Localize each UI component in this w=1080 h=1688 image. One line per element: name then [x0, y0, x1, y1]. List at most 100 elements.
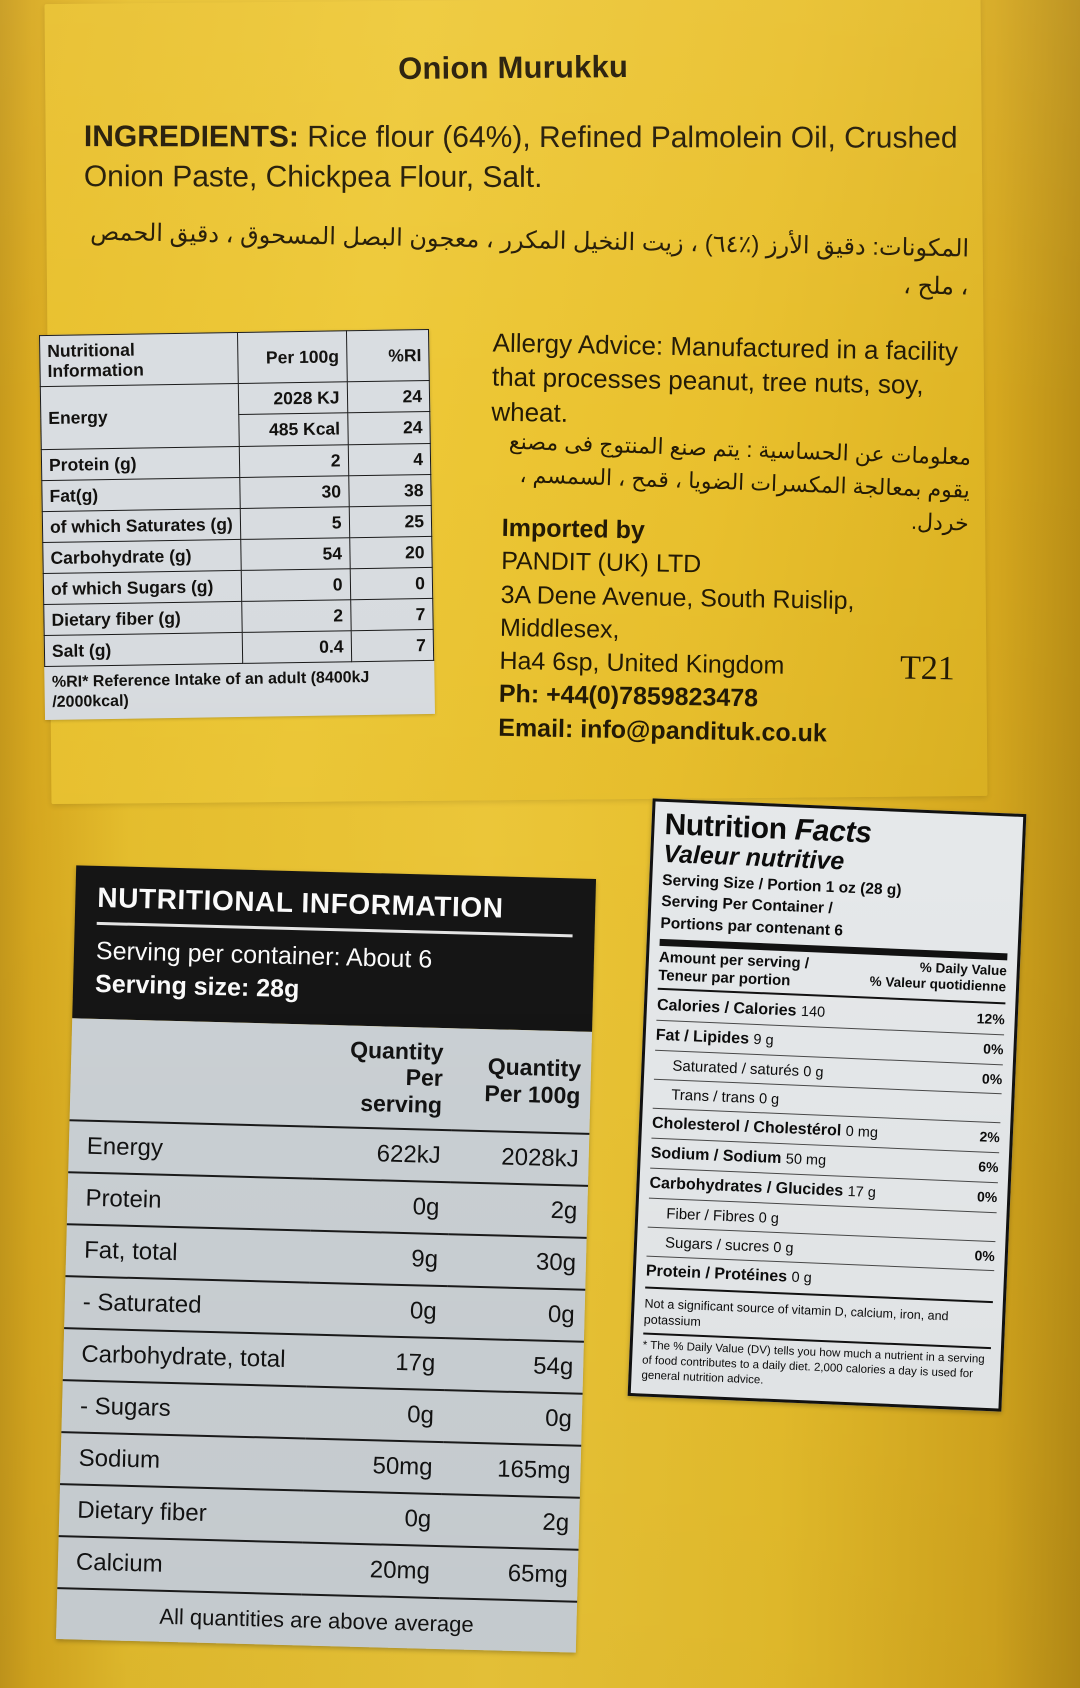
ca-nutrition-facts-panel: Nutrition Facts Valeur nutritive Serving… [627, 798, 1027, 1412]
ca-row-qty: 140 [800, 1004, 826, 1022]
uk-row-label: of which Saturates (g) [42, 508, 241, 543]
uk-row-ri: 20 [349, 536, 433, 569]
au-panel-title: NUTRITIONAL INFORMATION [96, 881, 574, 938]
ca-row-qty: 17 g [847, 1184, 877, 1202]
au-nutrition-panel: NUTRITIONAL INFORMATION Serving per cont… [55, 865, 597, 1653]
au-row-label: Energy [68, 1120, 314, 1179]
au-row-per-serving: 0g [302, 1490, 442, 1547]
au-row-per-100g: 0g [445, 1286, 586, 1343]
au-row-label: Carbohydrate, total [62, 1328, 309, 1387]
uk-row-label: Fat(g) [41, 477, 241, 512]
uk-row-ri: 7 [350, 629, 434, 663]
ca-row-name: Sodium / Sodium [650, 1144, 782, 1168]
uk-row-value: 485 Kcal [238, 413, 348, 446]
au-row-per-serving: 17g [306, 1334, 446, 1391]
au-col-header-per-100g: Quantity Per 100g [451, 1028, 593, 1135]
uk-row-label: Dietary fiber (g) [43, 601, 243, 636]
uk-row-value: 54 [240, 537, 350, 571]
ca-row-qty: 0 g [791, 1269, 813, 1287]
ca-row-qty: 0 mg [845, 1124, 879, 1142]
ca-row-qty: 50 mg [785, 1151, 827, 1170]
importer-block: Imported by PANDIT (UK) LTD 3A Dene Aven… [498, 512, 982, 753]
au-row-per-serving: 0g [310, 1178, 451, 1235]
uk-row-value: 2 [241, 599, 351, 633]
ca-row-dv: 0% [974, 1247, 996, 1265]
au-row-per-100g: 30g [447, 1234, 587, 1291]
ca-footnote-2: * The % Daily Value (DV) tells you how m… [641, 1332, 992, 1398]
uk-row-value: 0.4 [242, 630, 352, 664]
uk-col-header-ri: %RI [346, 329, 430, 383]
uk-table-footnote-row: %RI* Reference Intake of an adult (8400k… [44, 660, 435, 720]
ca-title-facts: Facts [794, 813, 873, 850]
ca-row-name: Trans / trans [670, 1086, 756, 1108]
au-row-per-serving: 50mg [303, 1438, 444, 1495]
ca-row-qty: 0 g [802, 1064, 824, 1082]
table-header-row: Nutritional Information Per 100g %RI [39, 329, 430, 387]
au-row-per-100g: 2g [440, 1494, 580, 1551]
au-row-label: Sodium [60, 1432, 306, 1491]
ingredients-list-ar: المكونات: دقيق الأرز (٪٦٤) ، زيت النخيل … [89, 218, 970, 301]
ingredients-text: INGREDIENTS: Rice flour (64%), Refined P… [84, 117, 962, 198]
uk-col-header-per100g: Per 100g [237, 330, 347, 384]
au-row-per-100g: 2028kJ [450, 1130, 590, 1187]
ca-row-name: Calories / Calories [656, 997, 797, 1020]
au-row-label: Protein [66, 1172, 313, 1231]
au-row-label: - Sugars [61, 1380, 307, 1439]
ca-row-name: Fiber / Fibres [665, 1205, 755, 1227]
table-header-row: Quantity Per serving Quantity Per 100g [69, 1018, 593, 1135]
allergy-advice-en: Allergy Advice: Manufactured in a facili… [491, 327, 959, 428]
product-name: Onion Murukku [397, 49, 629, 87]
au-row-per-100g: 165mg [441, 1442, 582, 1499]
au-row-per-serving: 9g [309, 1230, 449, 1287]
au-row-per-serving: 622kJ [312, 1126, 452, 1183]
uk-row-ri: 25 [348, 505, 432, 538]
au-row-per-100g: 54g [444, 1338, 584, 1395]
au-row-per-100g: 0g [443, 1390, 583, 1447]
uk-col-header-label: Nutritional Information [39, 332, 239, 387]
ca-row-name: Carbohydrates / Glucides [649, 1174, 844, 1200]
uk-row-ri: 7 [350, 598, 434, 631]
ca-row-dv: 12% [976, 1010, 1006, 1028]
uk-row-ri: 24 [346, 380, 430, 414]
au-row-per-serving: 0g [305, 1386, 445, 1443]
uk-row-value: 30 [239, 475, 349, 509]
uk-row-label-energy: Energy [40, 383, 240, 450]
au-row-per-100g: 65mg [439, 1546, 579, 1603]
uk-row-ri: 38 [348, 474, 432, 507]
au-col-header-blank [69, 1018, 317, 1127]
ca-row-dv: 6% [977, 1158, 999, 1176]
uk-row-value: 5 [240, 506, 350, 540]
au-panel-body: Quantity Per serving Quantity Per 100g E… [55, 1018, 593, 1653]
uk-row-ri: 0 [349, 567, 433, 600]
uk-nutrition-table: Nutritional Information Per 100g %RI Ene… [39, 328, 435, 720]
ca-row-dv: 0% [976, 1188, 998, 1206]
ca-row-qty: 0 g [758, 1210, 780, 1228]
ca-row-name: Fat / Lipides [655, 1026, 750, 1048]
uk-row-label: Salt (g) [44, 632, 243, 667]
au-row-per-100g: 2g [448, 1182, 589, 1239]
au-row-per-serving: 20mg [301, 1542, 441, 1599]
au-row-label: Dietary fiber [58, 1484, 304, 1543]
ca-row-name: Sugars / sucres [664, 1234, 770, 1256]
uk-row-label: Carbohydrate (g) [42, 539, 242, 574]
ca-row-qty: 9 g [753, 1032, 774, 1049]
uk-row-ri: 4 [347, 442, 431, 476]
ca-row-qty: 0 g [773, 1240, 794, 1257]
au-row-label: Fat, total [65, 1224, 311, 1283]
au-row-per-serving: 0g [308, 1282, 448, 1339]
ca-row-name: Protein / Protéines [645, 1262, 788, 1286]
au-row-label: - Saturated [64, 1276, 310, 1335]
ca-row-dv: 2% [979, 1128, 1001, 1146]
au-row-label: Calcium [57, 1536, 303, 1595]
uk-row-label: of which Sugars (g) [43, 570, 242, 605]
au-panel-header: NUTRITIONAL INFORMATION Serving per cont… [72, 865, 597, 1032]
ca-row-name: Cholesterol / Cholestérol [651, 1114, 842, 1140]
uk-table-footnote: %RI* Reference Intake of an adult (8400k… [44, 660, 435, 720]
uk-row-value: 2 [239, 444, 349, 478]
uk-row-ri: 24 [347, 411, 431, 445]
uk-row-value: 2028 KJ [238, 382, 348, 415]
au-col-header-per-serving: Quantity Per serving [313, 1024, 455, 1131]
ca-row-name: Saturated / saturés [672, 1057, 800, 1081]
ca-row-qty: 0 g [758, 1091, 780, 1109]
